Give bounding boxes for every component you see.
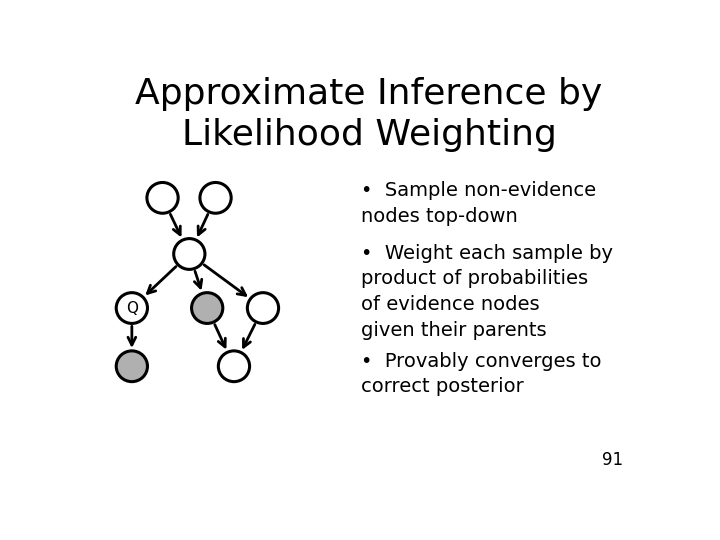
Ellipse shape — [174, 239, 205, 269]
Text: •  Sample non-evidence
nodes top-down: • Sample non-evidence nodes top-down — [361, 181, 595, 226]
Ellipse shape — [116, 293, 148, 323]
Ellipse shape — [248, 293, 279, 323]
Text: •  Weight each sample by
product of probabilities
of evidence nodes
given their : • Weight each sample by product of proba… — [361, 244, 613, 340]
Ellipse shape — [147, 183, 178, 213]
Text: Q: Q — [126, 301, 138, 315]
Text: Approximate Inference by
Likelihood Weighting: Approximate Inference by Likelihood Weig… — [135, 77, 603, 152]
Ellipse shape — [192, 293, 222, 323]
Text: 91: 91 — [602, 451, 623, 469]
Text: •  Provably converges to
correct posterior: • Provably converges to correct posterio… — [361, 352, 601, 396]
Ellipse shape — [116, 351, 148, 382]
Ellipse shape — [218, 351, 250, 382]
Ellipse shape — [200, 183, 231, 213]
